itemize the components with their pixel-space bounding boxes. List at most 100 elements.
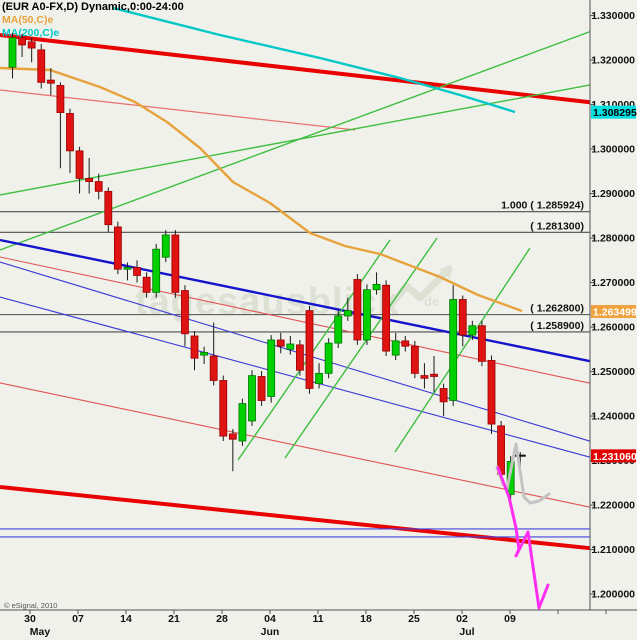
badge-background [591,449,636,463]
candle [478,320,486,367]
candle-body [219,380,228,437]
candle [372,272,381,295]
candle [315,363,323,389]
price-axis-label: 1.220000 [591,500,635,512]
candle-body [420,375,429,379]
downtrend-red-lower [0,382,591,508]
candle [85,157,94,194]
candle-body [152,248,161,293]
candle-body [248,375,256,422]
candle-body [161,234,170,258]
green-channel-b [284,237,438,459]
date-axis-label: 02 [456,613,468,625]
candle [18,33,26,57]
date-axis-label: 18 [360,613,372,625]
candle [123,262,132,281]
badge-value: 1.231060 [593,451,637,463]
indicator-and-trendline-layer [0,6,591,551]
candle [171,230,180,298]
candle [382,280,391,356]
ma200-label: MA(200,C)e [2,27,59,39]
candle-body [66,113,74,152]
candle-body [267,339,276,397]
candle [391,332,400,361]
copyright-notice: © eSignal, 2010 [4,601,57,610]
candle [487,355,496,434]
last-price-badge: 1.231060 [591,449,637,463]
candle [27,37,36,63]
candle [238,398,247,446]
price-axis-label: 1.200000 [591,589,635,601]
badge-value: 1.308295 [593,107,637,119]
green-channel-a [237,239,391,461]
candle-body [37,49,46,83]
candle-body [478,325,486,362]
candle [276,332,285,354]
candle [75,146,84,194]
downtrend-major-upper [0,33,591,105]
candle [104,187,113,232]
candle [133,260,141,283]
date-axis-label: 11 [312,613,323,625]
candle-body [257,376,266,401]
candle-body [238,403,247,442]
candle-body [276,339,285,347]
candle-body [142,276,151,293]
candle-body [46,79,55,84]
candle [219,375,228,441]
candle-body [181,290,189,335]
ma200-line [112,6,516,114]
month-axis-label: Jul [459,626,474,638]
ma50-value-badge: 1.263499 [591,305,637,319]
date-axis-label: 28 [216,613,228,625]
candle [257,371,266,406]
candle-body [334,315,343,344]
candle-body [123,267,132,270]
candle-body [343,310,352,317]
candle [295,339,304,376]
candle-body [439,388,448,403]
price-axis-label: 1.300000 [591,144,635,156]
fib-level-label: ( 1.262800) [530,303,584,315]
candle-body [324,342,333,374]
candle-body [449,299,458,401]
candle-body [353,279,362,341]
candle-body [372,283,381,291]
candle [46,68,55,96]
fib-level-label: ( 1.258900) [530,320,584,332]
price-axis-label: 1.240000 [591,411,635,423]
candle-body [85,178,94,182]
date-axis-label: 04 [264,613,276,625]
candle-body [104,190,113,226]
candle-body [18,37,26,46]
candle [190,331,199,371]
badge-background [591,105,636,119]
candle [353,274,362,345]
candle-body [94,181,103,192]
date-axis-label: 25 [408,613,420,625]
candle-body [75,150,84,179]
candle [439,383,448,417]
candle [401,335,410,352]
badge-background [591,305,636,319]
candle-body [315,372,323,384]
fib-level-label: ( 1.281300) [530,220,584,232]
chart-title: (EUR A0-FX,D) Dynamic,0:00-24:00 [2,1,184,13]
candle [228,428,237,472]
candle-body [56,85,65,113]
candle [181,285,189,347]
date-axis-label: 21 [168,613,180,625]
candle [458,295,467,347]
candle [161,230,170,263]
candle-body [430,373,438,377]
watermark-zigzag-icon [389,265,453,306]
candle [248,370,256,426]
candle [142,272,151,298]
candle [66,108,74,174]
candle [56,82,65,169]
candle [37,44,46,89]
candle-body [190,335,199,359]
ma50-line [0,66,523,313]
candle-body [113,226,122,270]
green-channel-c [394,247,531,453]
